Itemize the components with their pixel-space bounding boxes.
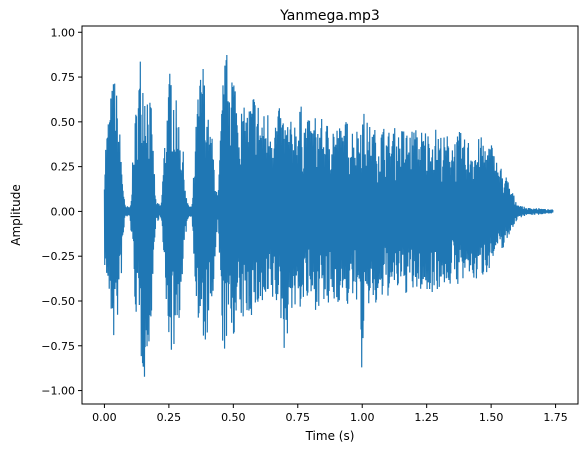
x-axis-label: Time (s) (305, 429, 355, 443)
y-axis-label: Amplitude (9, 184, 23, 246)
x-tick-label: 1.50 (479, 411, 504, 424)
axes-frame (81, 25, 579, 405)
y-tick-label: 0.75 (51, 71, 76, 84)
x-tick-label: 1.25 (414, 411, 439, 424)
x-tick-label: 0.75 (286, 411, 311, 424)
y-tick-label: −0.50 (41, 295, 75, 308)
y-tick-label: 1.00 (51, 26, 76, 39)
y-tick-label: −0.25 (41, 250, 75, 263)
y-tick-label: 0.25 (51, 161, 76, 174)
x-tick-label: 1.75 (543, 411, 568, 424)
y-tick-label: −0.75 (41, 340, 75, 353)
x-tick-label: 0.25 (157, 411, 182, 424)
x-tick-label: 1.00 (350, 411, 375, 424)
y-axis: −1.00 −0.75 −0.50 −0.25 0.00 0.25 0.50 0.75 1.00 (41, 26, 82, 398)
y-tick-label: −1.00 (41, 385, 75, 398)
x-axis: 0.00 0.25 0.50 0.75 1.00 1.25 1.50 1.75 (92, 404, 568, 424)
y-tick-label: 0.00 (51, 205, 76, 218)
waveform-line (103, 55, 554, 377)
y-tick-label: 0.50 (51, 116, 76, 129)
chart-title: Yanmega.mp3 (279, 8, 380, 24)
x-tick-label: 0.50 (221, 411, 246, 424)
waveform-series (103, 55, 554, 377)
x-tick-label: 0.00 (92, 411, 117, 424)
